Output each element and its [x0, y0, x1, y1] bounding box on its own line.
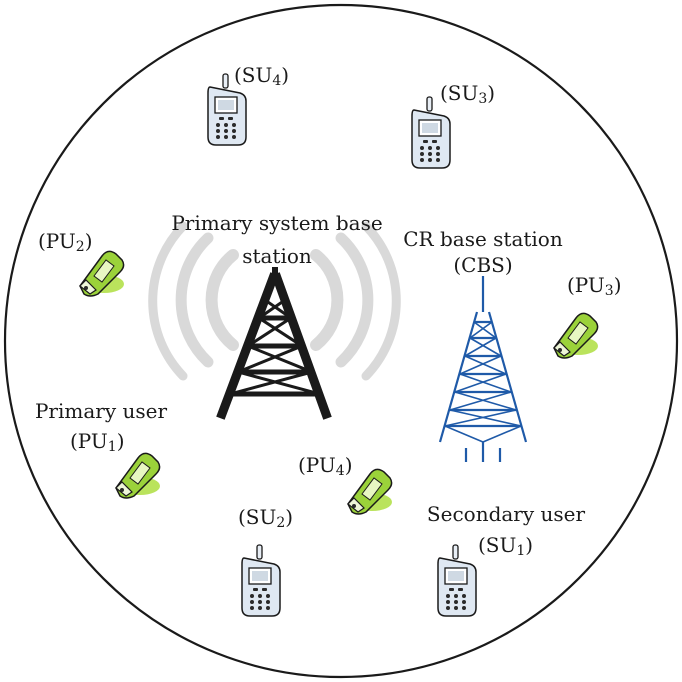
pu2-label: (PU2): [38, 229, 93, 255]
su4-label: (SU4): [234, 63, 289, 89]
su2-label: (SU2): [238, 505, 293, 531]
pu2-phone-icon: [79, 250, 125, 297]
primary-signal-waves: [148, 221, 401, 381]
coverage-boundary: [3, 3, 679, 679]
primary-bs-label-line1: Primary system base: [171, 211, 382, 235]
cr-bs-label-line2: (CBS): [453, 253, 512, 277]
pu4-phone-icon: [347, 468, 393, 515]
pu1-phone-icon: [115, 452, 161, 499]
pu3-phone-icon: [553, 312, 599, 359]
su2-phone-icon: [241, 544, 281, 617]
primary-user-label: Primary user: [35, 399, 168, 423]
cr-base-station-tower: [438, 276, 528, 462]
su1-label: (SU1): [478, 533, 533, 559]
su3-phone-icon: [411, 96, 451, 169]
secondary-user-label: Secondary user: [427, 502, 586, 526]
cr-bs-label-line1: CR base station: [403, 227, 563, 251]
primary-base-station-tower: [216, 267, 332, 420]
primary-bs-label-line2: station: [242, 244, 312, 268]
su3-label: (SU3): [440, 81, 495, 107]
pu3-label: (PU3): [567, 273, 622, 299]
pu4-label: (PU4): [298, 453, 353, 479]
su1-phone-icon: [437, 544, 477, 617]
pu1-label: (PU1): [70, 429, 125, 455]
